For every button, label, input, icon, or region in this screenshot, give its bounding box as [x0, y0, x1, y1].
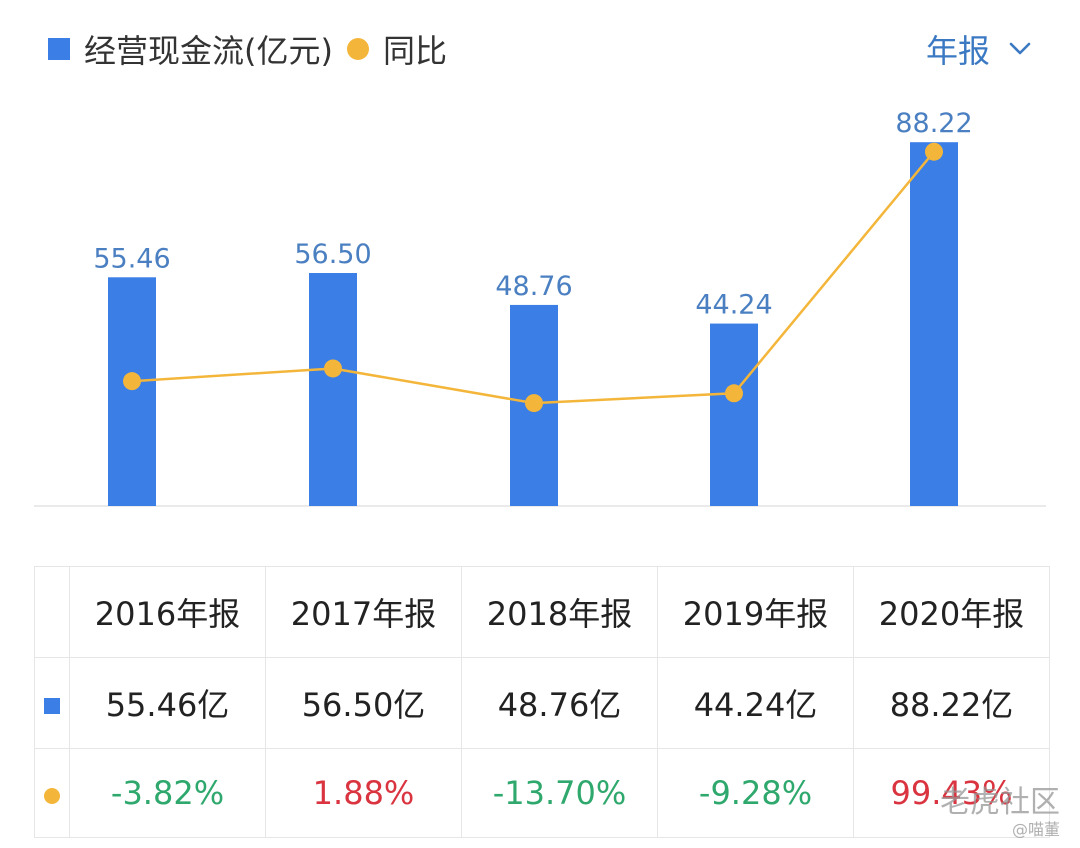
table-corner-cell: [34, 566, 70, 658]
yoy-point[interactable]: [525, 394, 543, 413]
bar-line-chart: 55.46 56.50 48.76 44.24 88.22: [34, 108, 1046, 507]
yoy-point[interactable]: [925, 142, 943, 161]
table-cell-value: 88.22亿: [853, 657, 1050, 749]
legend-square-icon: [48, 38, 70, 60]
yoy-point[interactable]: [324, 359, 342, 378]
table-cell-yoy: -9.28%: [657, 748, 854, 838]
yoy-point[interactable]: [123, 372, 141, 391]
table-cell-value: 55.46亿: [69, 657, 266, 749]
table-cell-yoy: -13.70%: [461, 748, 658, 838]
chart-legend: 经营现金流(亿元) 同比: [48, 24, 447, 74]
legend-item-yoy[interactable]: 同比: [346, 26, 447, 72]
table-cell-yoy: 99.43%: [853, 748, 1050, 838]
bar-value-label: 48.76: [495, 271, 572, 302]
legend-label-cashflow: 经营现金流(亿元): [84, 32, 333, 70]
table-header-cell: 2020年报: [853, 566, 1050, 658]
table-header-cell: 2016年报: [69, 566, 266, 658]
table-cell-value: 48.76亿: [461, 657, 658, 749]
table-header-cell: 2019年报: [657, 566, 854, 658]
table-cell-yoy: -3.82%: [69, 748, 266, 838]
legend-item-cashflow[interactable]: 经营现金流(亿元): [48, 26, 333, 72]
watermark-main: 老虎社区: [940, 785, 1060, 820]
bar-value-label: 44.24: [695, 290, 772, 321]
row-marker-cell: [34, 657, 70, 749]
chevron-down-icon: [1009, 42, 1031, 55]
yoy-dot-icon: [44, 788, 60, 804]
period-selector[interactable]: 年报: [926, 24, 1032, 74]
table-row-yoy: -3.82% 1.88% -13.70% -9.28% 99.43%: [34, 748, 1050, 838]
table-header-cell: 2018年报: [461, 566, 658, 658]
table-cell-value: 56.50亿: [265, 657, 462, 749]
cashflow-bar[interactable]: [710, 323, 758, 506]
watermark: 老虎社区 @喵董: [940, 786, 1060, 840]
bar-value-label: 56.50: [294, 239, 371, 270]
bar-value-label: 88.22: [895, 108, 972, 139]
watermark-sub: @喵董: [1011, 820, 1060, 839]
cashflow-bar[interactable]: [309, 273, 357, 506]
period-selector-label: 年报: [925, 32, 990, 70]
yoy-point[interactable]: [725, 384, 743, 403]
bar-value-label: 55.46: [93, 243, 170, 274]
table-header-cell: 2017年报: [265, 566, 462, 658]
legend-dot-icon: [346, 38, 369, 60]
row-marker-cell: [34, 748, 70, 838]
legend-label-yoy: 同比: [382, 32, 447, 70]
cashflow-bar[interactable]: [910, 142, 958, 507]
table-cell-yoy: 1.88%: [265, 748, 462, 838]
table-cell-value: 44.24亿: [657, 657, 854, 749]
cashflow-square-icon: [44, 698, 60, 714]
cashflow-bar[interactable]: [108, 277, 156, 506]
table-row-cashflow: 55.46亿 56.50亿 48.76亿 44.24亿 88.22亿: [34, 657, 1050, 749]
table-header-row: 2016年报 2017年报 2018年报 2019年报 2020年报: [34, 566, 1050, 658]
data-table: 2016年报 2017年报 2018年报 2019年报 2020年报 55.46…: [34, 566, 1050, 838]
